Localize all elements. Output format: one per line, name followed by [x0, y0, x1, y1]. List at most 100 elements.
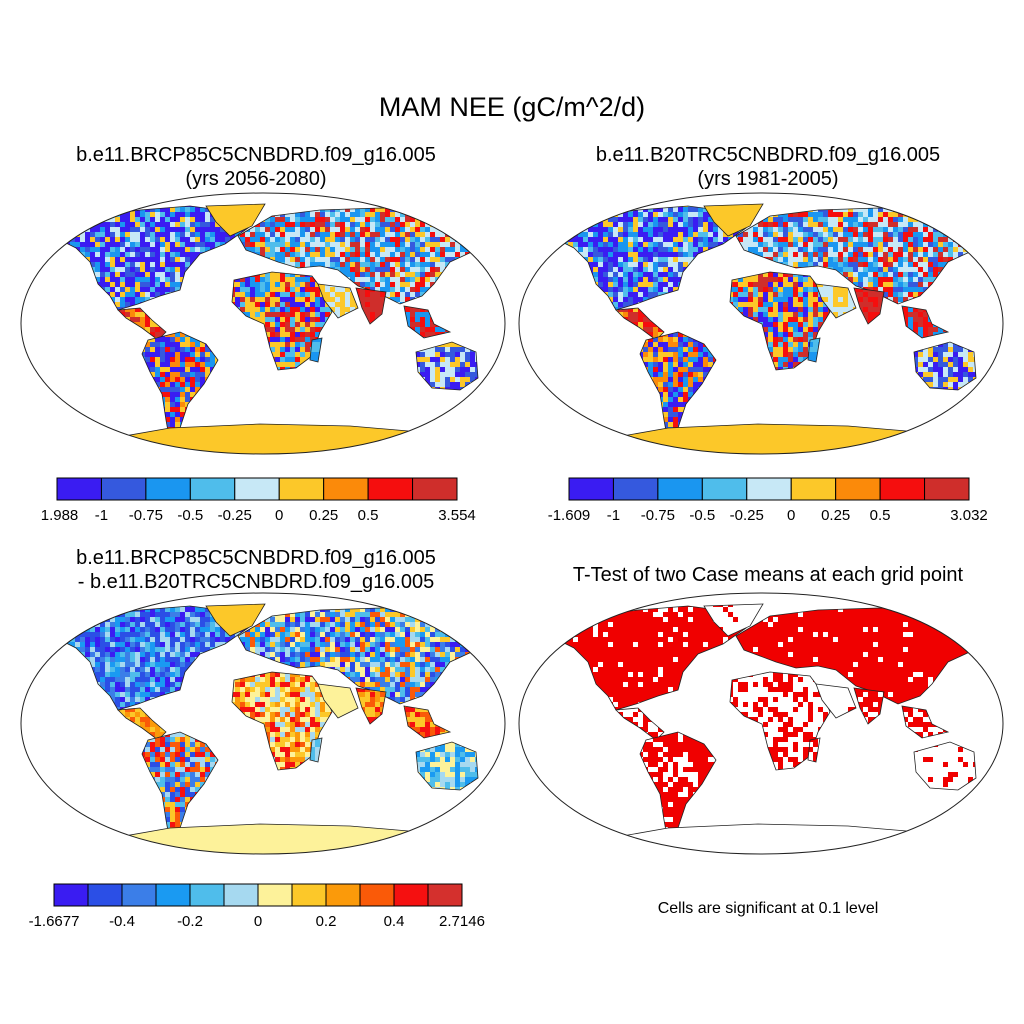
colorbar-tick-label: 0.5 [870, 507, 891, 524]
colorbar-swatch [924, 477, 970, 501]
colorbar-swatch [701, 477, 748, 501]
coastline-africa [231, 271, 333, 371]
colorbar-swatch [56, 477, 102, 501]
colorbar-swatch [879, 477, 926, 501]
colorbar-tick-label: -0.4 [109, 913, 135, 930]
coastline-centralAm [615, 307, 665, 341]
colorbar-tick-label: -1.609 [548, 507, 591, 524]
coastline-nz [977, 381, 993, 401]
coastline-arabia [815, 283, 857, 319]
coastline-seAsia [403, 305, 452, 339]
main-title: MAM NEE (gC/m^2/d) [378, 92, 646, 122]
colorbar-swatch [121, 883, 157, 907]
coastline-australia [415, 341, 479, 391]
significance-note: Cells are significant at 0.1 level [657, 900, 879, 917]
panel-title-top-left: b.e11.BRCP85C5CNBDRD.f09_g16.005 (yrs 20… [0, 143, 512, 191]
colorbar-tick-label: -0.25 [730, 507, 764, 524]
colorbar-swatch [234, 477, 280, 501]
colorbar-tick-label: -0.75 [129, 507, 163, 524]
colorbar-swatch [412, 477, 458, 501]
colorbar-tick-label: -1.6677 [29, 913, 80, 930]
panel-title-top-left-line2: (yrs 2056-2080) [185, 168, 327, 190]
colorbar-tick-label: -0.2 [177, 913, 203, 930]
panel-title-bottom-left-line1: b.e11.BRCP85C5CNBDRD.f09_g16.005 [76, 547, 436, 569]
coastline-africa [729, 271, 831, 371]
region-australia [416, 742, 478, 790]
colorbar-tick-label: -0.5 [177, 507, 203, 524]
colorbar-tick-label: 0 [275, 507, 283, 524]
colorbar-tick-label: 0 [254, 913, 262, 930]
panel-title-top-right-line1: b.e11.B20TRC5CNBDRD.f09_g16.005 [595, 144, 941, 166]
coastline-india [853, 687, 885, 725]
colorbar-tick-label: 3.032 [950, 507, 988, 524]
colorbar-tick-label: 0 [787, 507, 795, 524]
colorbar-tick-label: -0.5 [689, 507, 715, 524]
coastline-seAsia [901, 705, 950, 739]
colorbar-top-left: -1.988 -1 -0.75 -0.5 -0.25 0 0.25 0.5 3.554 [40, 477, 476, 524]
coastline-arabia [317, 683, 359, 719]
coastline-nz [479, 781, 495, 801]
map-panel-top-right [518, 192, 1004, 455]
colorbar-swatch [145, 477, 191, 501]
coastline-greenland [205, 603, 266, 637]
map-frame [20, 592, 506, 855]
colorbar-bottom-left: -1.6677 -0.4 -0.2 0 0.2 0.4 2.7146 [29, 883, 485, 930]
colorbar-swatch [359, 883, 395, 907]
coastline-northAmerica [59, 205, 249, 311]
colorbar-swatch [189, 477, 236, 501]
colorbar-swatch [790, 477, 837, 501]
coastline-greenland [205, 203, 266, 237]
coastline-africa [231, 671, 333, 771]
colorbar-swatch [835, 477, 881, 501]
colorbar-swatch [746, 477, 792, 501]
panel-title-top-right-line2: (yrs 1981-2005) [697, 168, 839, 190]
map-panel-bottom-right [518, 592, 1004, 855]
colorbar-tick-label: -1 [607, 507, 620, 524]
colorbar-swatch [323, 477, 369, 501]
coastline-nz [977, 781, 993, 801]
map-frame [20, 192, 506, 455]
map-frame [518, 192, 1004, 455]
map-panel-bottom-left [20, 592, 506, 855]
colorbar-swatch [568, 477, 614, 501]
colorbar-swatch [657, 477, 703, 501]
coastline-seAsia [403, 705, 452, 739]
coastline-greenland [703, 603, 764, 637]
colorbar-tick-label: 0.4 [384, 913, 405, 930]
colorbar-top-right: -1.609 -1 -0.75 -0.5 -0.25 0 0.25 0.5 3.032 [548, 477, 988, 524]
coastline-india [853, 287, 885, 325]
colorbar-swatch [278, 477, 325, 501]
coastline-nz [479, 381, 495, 401]
colorbar-tick-label: 0.25 [821, 507, 850, 524]
panel-title-top-left-line1: b.e11.BRCP85C5CNBDRD.f09_g16.005 [76, 144, 436, 166]
colorbar-tick-label: -1.988 [40, 507, 78, 524]
colorbar-tick-label: 0.5 [358, 507, 379, 524]
coastline-madagascar [309, 737, 323, 763]
coastline-centralAm [117, 707, 167, 741]
panel-title-bottom-right: T-Test of two Case means at each grid po… [572, 564, 964, 586]
colorbar-tick-label: 0.2 [316, 913, 337, 930]
colorbar-swatch [612, 477, 659, 501]
colorbar-tick-label: -0.25 [218, 507, 252, 524]
map-frame [518, 592, 1004, 855]
colorbar-tick-label: 0.25 [309, 507, 338, 524]
colorbar-tick-label: -1 [95, 507, 108, 524]
colorbar-tick-label: 2.7146 [439, 913, 485, 930]
coastline-madagascar [807, 737, 821, 763]
colorbar-swatch [223, 883, 259, 907]
colorbar-swatch [325, 883, 361, 907]
colorbar-swatch [257, 883, 293, 907]
coastline-australia [913, 741, 977, 791]
panel-title-top-right: b.e11.B20TRC5CNBDRD.f09_g16.005 (yrs 198… [512, 143, 1024, 191]
coastline-madagascar [807, 337, 821, 363]
coastline-africa [729, 671, 831, 771]
colorbar-swatch [189, 883, 225, 907]
colorbar-swatch [100, 477, 147, 501]
colorbar-swatch [367, 477, 414, 501]
colorbar-swatch [155, 883, 191, 907]
coastline-australia [913, 341, 977, 391]
coastline-india [355, 287, 387, 325]
coastline-arabia [317, 283, 359, 319]
colorbar-tick-label: 3.554 [438, 507, 476, 524]
coastline-seAsia [901, 305, 950, 339]
